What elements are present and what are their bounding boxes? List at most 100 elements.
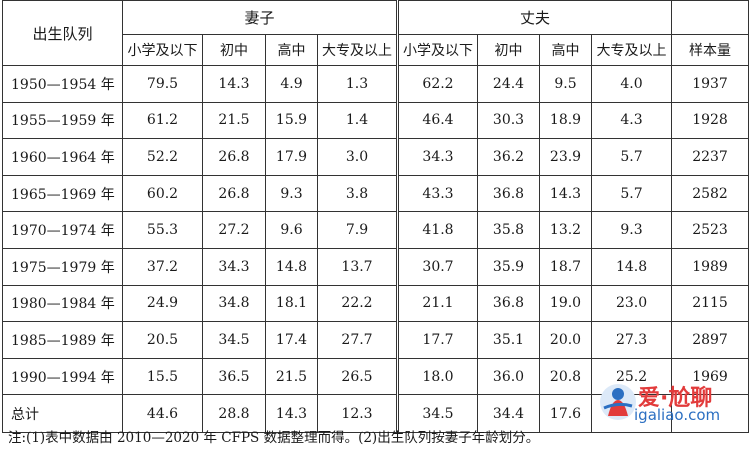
value-cell: 20.0 [539,321,593,359]
value-cell: 14.8 [591,247,673,286]
value-cell: 35.8 [477,211,541,249]
value-cell: 25.2 [591,357,673,396]
value-cell: 5.7 [591,174,673,213]
sample-cell: 2582 [671,174,750,213]
sample-cell: 1989 [671,247,750,286]
value-cell: 17.4 [265,321,318,359]
cohort-cell: 1985—1989 年 [2,321,123,359]
value-cell: 9.3 [591,211,673,249]
wife-edu-college: 大专及以上 [316,34,400,66]
value-cell: 36.8 [477,284,541,323]
value-cell: 22.2 [316,284,400,323]
table-row: 1970—1974 年 55.3 27.2 9.6 7.9 41.8 35.8 … [2,211,750,249]
cohort-cell: 1970—1974 年 [2,211,123,249]
value-cell: 17.7 [397,321,479,359]
value-cell: 44.6 [122,394,203,434]
value-cell: 18.9 [539,101,593,140]
value-cell: 36.5 [202,357,266,396]
watermark-brand: 爱·尬聊 [638,386,713,411]
value-cell: 36.0 [477,357,541,396]
wife-edu-primary: 小学及以下 [122,34,203,66]
value-cell: 34.3 [202,247,266,286]
value-cell: 7.9 [316,211,400,249]
wife-edu-junior: 初中 [202,34,266,66]
table-row: 1955—1959 年 61.2 21.5 15.9 1.4 46.4 30.3… [2,101,750,140]
sample-cell: 1928 [671,101,750,140]
value-cell: 17.6 [539,394,593,434]
sample-cell: 2115 [671,284,750,323]
value-cell: 14.3 [265,394,318,434]
total-label: 总计 [2,394,123,434]
wife-header: 妻子 [121,0,400,35]
cohort-cell: 1980—1984 年 [2,284,123,323]
value-cell: 9.3 [265,174,318,213]
value-cell: 36.2 [477,138,541,176]
value-cell: 46.4 [397,101,479,140]
value-cell: 41.8 [397,211,479,249]
value-cell: 3.8 [316,174,400,213]
cohort-cell: 1955—1959 年 [2,101,123,140]
watermark: 爱·尬聊 igaliao.com [598,380,748,428]
value-cell: 34.5 [202,321,266,359]
value-cell: 24.9 [122,284,203,323]
value-cell: 30.7 [397,247,479,286]
value-cell: 1.3 [316,65,400,103]
value-cell: 15.9 [265,101,318,140]
value-cell: 18.7 [539,247,593,286]
value-cell: 23.0 [591,284,673,323]
value-cell: 24.4 [477,65,541,103]
value-cell: 62.2 [397,65,479,103]
value-cell: 18.1 [265,284,318,323]
sample-cell: 2237 [671,138,750,176]
value-cell: 9.5 [539,65,593,103]
value-cell: 20.5 [122,321,203,359]
education-table-container: 出生队列 妻子 丈夫 小学及以下 初中 高中 大专及以上 小学及以下 初中 高中… [2,0,750,434]
value-cell: 23.9 [539,138,593,176]
value-cell: 35.9 [477,247,541,286]
husband-header: 丈夫 [397,0,673,35]
value-cell: 18.0 [397,357,479,396]
sample-cell: 2523 [671,211,750,249]
value-cell: 34.4 [477,394,541,434]
sample-cell: 2897 [671,321,750,359]
table-row: 1975—1979 年 37.2 34.3 14.8 13.7 30.7 35.… [2,247,750,286]
table-row: 1980—1984 年 24.9 34.8 18.1 22.2 21.1 36.… [2,284,750,323]
value-cell: 26.8 [202,138,266,176]
value-cell: 21.1 [397,284,479,323]
value-cell: 19.0 [539,284,593,323]
value-cell: 79.5 [122,65,203,103]
cohort-cell: 1960—1964 年 [2,138,123,176]
table-row: 1960—1964 年 52.2 26.8 17.9 3.0 34.3 36.2… [2,138,750,176]
sample-cell: 1937 [671,65,750,103]
value-cell: 4.0 [591,65,673,103]
value-cell: 14.3 [539,174,593,213]
value-cell: 21.5 [202,101,266,140]
value-cell: 36.8 [477,174,541,213]
value-cell: 17.9 [265,138,318,176]
value-cell: 13.2 [539,211,593,249]
sample-header-top [671,0,750,35]
value-cell: 30.3 [477,101,541,140]
value-cell: 52.2 [122,138,203,176]
table-footnote: 注:(1)表中数据由 2010—2020 年 CFPS 数据整理而得。(2)出生… [8,430,540,446]
table-row: 1985—1989 年 20.5 34.5 17.4 27.7 17.7 35.… [2,321,750,359]
cohort-header: 出生队列 [2,0,123,66]
cohort-cell: 1990—1994 年 [2,357,123,396]
mascot-logo-icon [600,384,636,420]
husband-edu-primary: 小学及以下 [397,34,479,66]
sample-cell [671,394,750,434]
value-cell: 60.2 [122,174,203,213]
value-cell: 26.5 [316,357,400,396]
cohort-cell: 1965—1969 年 [2,174,123,213]
table-row: 1950—1954 年 79.5 14.3 4.9 1.3 62.2 24.4 … [2,65,750,103]
value-cell: 27.2 [202,211,266,249]
value-cell: 4.9 [265,65,318,103]
sample-header: 样本量 [671,34,750,66]
value-cell: 34.3 [397,138,479,176]
value-cell: 21.5 [265,357,318,396]
table-row: 1990—1994 年 15.5 36.5 21.5 26.5 18.0 36.… [2,357,750,396]
value-cell: 9.6 [265,211,318,249]
cohort-cell: 1950—1954 年 [2,65,123,103]
value-cell: 55.3 [122,211,203,249]
value-cell: 3.0 [316,138,400,176]
